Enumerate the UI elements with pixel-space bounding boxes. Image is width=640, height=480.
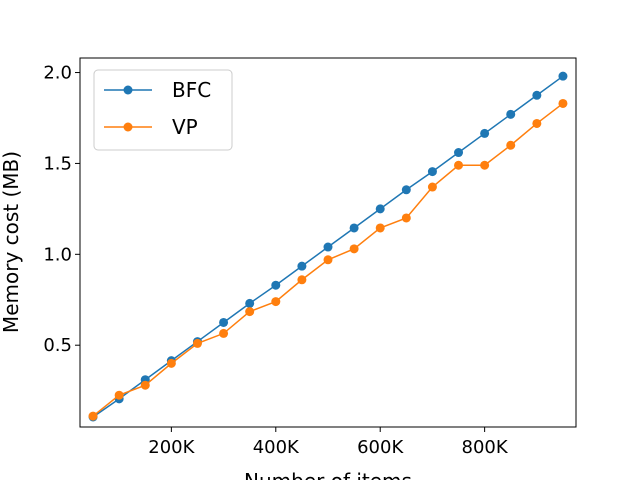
data-point-bfc xyxy=(427,167,437,177)
legend: BFC VP xyxy=(93,69,233,151)
data-point-bfc xyxy=(506,109,516,119)
data-point-vp xyxy=(323,255,333,265)
data-point-bfc xyxy=(349,223,359,233)
x-tick-label: 800K xyxy=(462,437,509,458)
data-point-vp xyxy=(558,98,568,108)
data-point-bfc xyxy=(219,317,229,327)
data-point-vp xyxy=(427,182,437,192)
series-layer xyxy=(88,71,568,422)
data-point-vp xyxy=(401,213,411,223)
y-tick-label: 2.0 xyxy=(43,63,72,84)
data-point-vp xyxy=(480,160,490,170)
x-tick-label: 400K xyxy=(253,437,300,458)
data-point-vp xyxy=(140,380,150,390)
legend-label-vp: VP xyxy=(172,115,198,139)
legend-label-bfc: BFC xyxy=(172,78,211,102)
data-point-bfc xyxy=(297,261,307,271)
data-point-vp xyxy=(532,118,542,128)
x-tick-label: 600K xyxy=(357,437,404,458)
data-point-vp xyxy=(166,358,176,368)
data-point-vp xyxy=(245,307,255,317)
data-point-vp xyxy=(454,160,464,170)
y-tick-label: 1.0 xyxy=(43,244,72,265)
y-axis-label: Memory cost (MB) xyxy=(0,151,23,333)
data-point-vp xyxy=(114,390,124,400)
data-point-vp xyxy=(88,411,98,421)
data-point-vp xyxy=(192,338,202,348)
data-point-bfc xyxy=(454,148,464,158)
x-axis-ticks: 200K 400K 600K 800K xyxy=(148,427,509,458)
data-point-vp xyxy=(271,297,281,307)
data-point-bfc xyxy=(271,280,281,290)
data-point-vp xyxy=(506,140,516,150)
y-axis-ticks: 0.5 1.0 1.5 2.0 xyxy=(43,63,80,356)
data-point-bfc xyxy=(532,90,542,100)
x-axis-label: Number of items xyxy=(244,469,412,480)
data-point-vp xyxy=(349,244,359,254)
y-tick-label: 0.5 xyxy=(43,335,72,356)
y-tick-label: 1.5 xyxy=(43,153,72,174)
data-point-bfc xyxy=(375,204,385,214)
data-point-bfc xyxy=(480,128,490,138)
data-point-vp xyxy=(219,328,229,338)
data-point-vp xyxy=(297,275,307,285)
data-point-bfc xyxy=(401,185,411,195)
legend-marker-vp xyxy=(123,122,133,132)
data-point-vp xyxy=(375,223,385,233)
data-point-bfc xyxy=(558,71,568,81)
x-tick-label: 200K xyxy=(148,437,195,458)
legend-box xyxy=(93,69,233,151)
data-point-bfc xyxy=(323,242,333,252)
legend-marker-bfc xyxy=(123,85,133,95)
data-point-bfc xyxy=(245,298,255,308)
